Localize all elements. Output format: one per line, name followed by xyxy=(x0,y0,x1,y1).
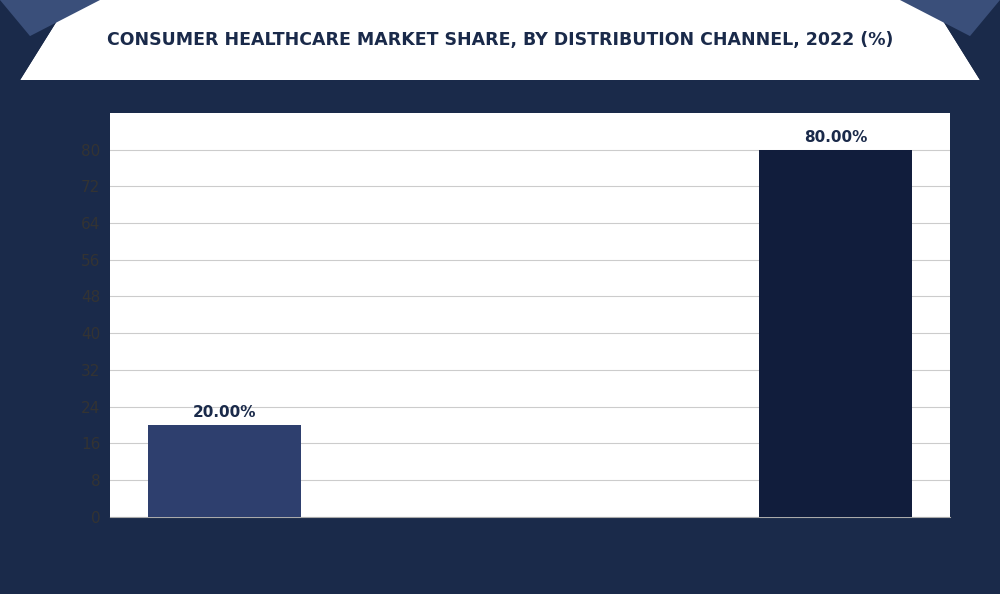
Polygon shape xyxy=(900,0,1000,36)
Polygon shape xyxy=(0,0,70,80)
Bar xyxy=(759,150,912,517)
Polygon shape xyxy=(930,0,1000,80)
Bar xyxy=(148,425,301,517)
Text: CONSUMER HEALTHCARE MARKET SHARE, BY DISTRIBUTION CHANNEL, 2022 (%): CONSUMER HEALTHCARE MARKET SHARE, BY DIS… xyxy=(107,31,893,49)
Polygon shape xyxy=(20,0,980,80)
Text: © PRECEDENCE RESEARCH: © PRECEDENCE RESEARCH xyxy=(798,569,970,582)
Text: 80.00%: 80.00% xyxy=(804,130,867,145)
Text: 20.00%: 20.00% xyxy=(193,405,256,421)
Polygon shape xyxy=(0,0,100,36)
